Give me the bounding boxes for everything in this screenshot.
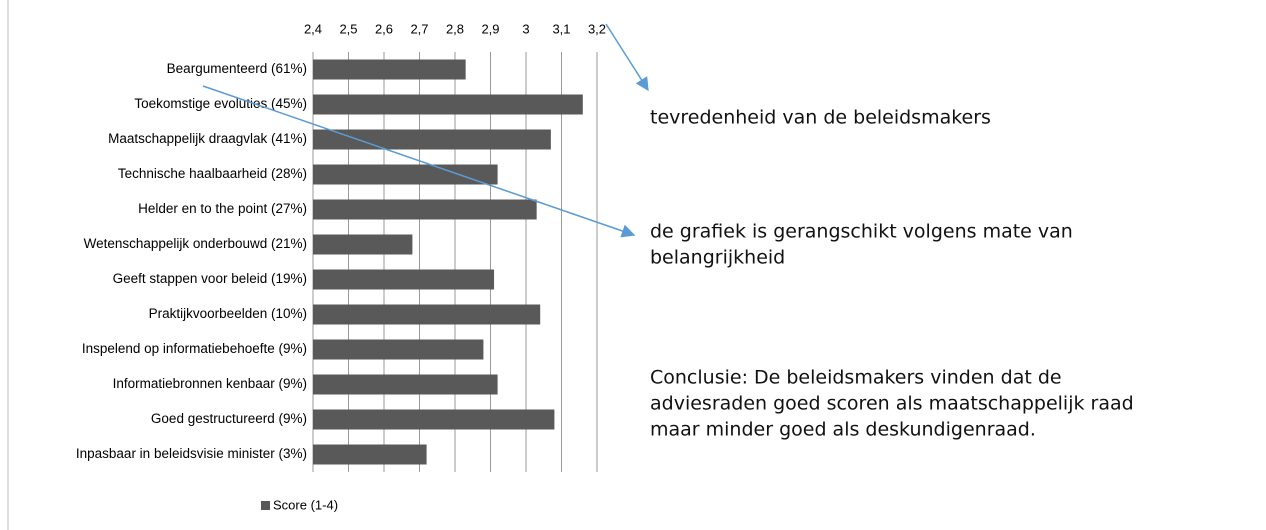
y-tick-label: Inpasbaar in beleidsvisie minister (3%) [76, 446, 307, 461]
x-tick-label: 3,1 [552, 21, 570, 36]
y-tick-label: Wetenschappelijk onderbouwd (21%) [84, 236, 307, 251]
bar [313, 234, 413, 255]
y-tick-label: Goed gestructureerd (9%) [151, 411, 307, 426]
bar [313, 164, 498, 185]
annotation: de grafiek is gerangschikt volgens mate … [650, 221, 1073, 243]
annotation: maar minder goed als deskundigenraad. [650, 419, 1036, 441]
x-tick-label: 2,6 [375, 21, 393, 36]
bar [313, 59, 466, 80]
y-tick-label: Beargumenteerd (61%) [167, 61, 307, 76]
y-tick-label: Helder en to the point (27%) [138, 201, 307, 216]
legend-swatch [261, 501, 270, 510]
arrow [605, 23, 649, 92]
y-tick-label: Geeft stappen voor beleid (19%) [113, 271, 307, 286]
x-tick-label: 2,9 [481, 21, 499, 36]
y-tick-label: Maatschappelijk draagvlak (41%) [108, 131, 307, 146]
y-tick-label: Informatiebronnen kenbaar (9%) [113, 376, 307, 391]
x-tick-label: 3 [522, 21, 529, 36]
legend-label: Score (1-4) [273, 497, 338, 512]
annotation: belangrijkheid [650, 247, 785, 269]
y-tick-label: Inspelend op informatiebehoefte (9%) [82, 341, 307, 356]
bar [313, 339, 484, 360]
bar [313, 269, 495, 290]
x-tick-label: 2,5 [339, 21, 357, 36]
y-tick-label: Praktijkvoorbeelden (10%) [149, 306, 307, 321]
x-tick-label: 3,2 [588, 21, 606, 36]
annotation: adviesraden goed scoren als maatschappel… [650, 393, 1134, 415]
y-tick-label: Technische haalbaarheid (28%) [118, 166, 307, 181]
x-tick-label: 2,8 [446, 21, 464, 36]
annotation: tevredenheid van de beleidsmakers [650, 107, 991, 129]
bar [313, 129, 551, 150]
bar [313, 199, 537, 220]
annotation: Conclusie: De beleidsmakers vinden dat d… [650, 367, 1062, 389]
bar [313, 409, 555, 430]
bar [313, 94, 583, 115]
y-tick-label: Toekomstige evoluties (45%) [134, 96, 307, 111]
arrow [202, 85, 636, 238]
bar [313, 374, 498, 395]
bar [313, 304, 541, 325]
x-tick-label: 2,4 [304, 21, 322, 36]
x-tick-label: 2,7 [410, 21, 428, 36]
bar [313, 444, 427, 465]
